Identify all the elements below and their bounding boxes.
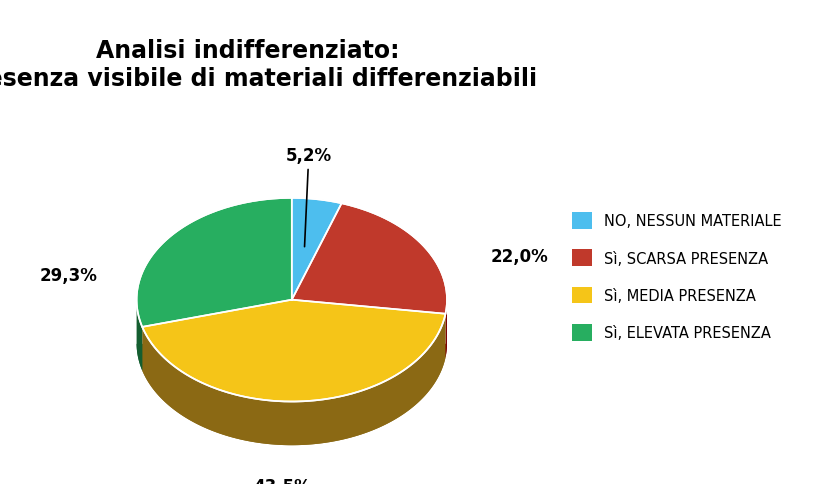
Legend: NO, NESSUN MATERIALE, Sì, SCARSA PRESENZA, Sì, MEDIA PRESENZA, Sì, ELEVATA PRESE: NO, NESSUN MATERIALE, Sì, SCARSA PRESENZ… <box>568 208 786 346</box>
Polygon shape <box>143 314 446 445</box>
Polygon shape <box>292 198 342 300</box>
Polygon shape <box>292 204 447 314</box>
Polygon shape <box>446 301 447 358</box>
Text: 5,2%: 5,2% <box>286 147 332 247</box>
Text: 22,0%: 22,0% <box>490 247 549 266</box>
Text: Analisi indifferenziato:
presenza visibile di materiali differenziabili: Analisi indifferenziato: presenza visibi… <box>0 39 537 91</box>
Polygon shape <box>143 300 446 402</box>
Polygon shape <box>137 301 143 371</box>
Polygon shape <box>143 344 446 445</box>
Polygon shape <box>137 198 292 327</box>
Polygon shape <box>137 344 292 371</box>
Polygon shape <box>292 344 447 358</box>
Text: 43,5%: 43,5% <box>253 477 311 484</box>
Text: 29,3%: 29,3% <box>40 267 98 285</box>
